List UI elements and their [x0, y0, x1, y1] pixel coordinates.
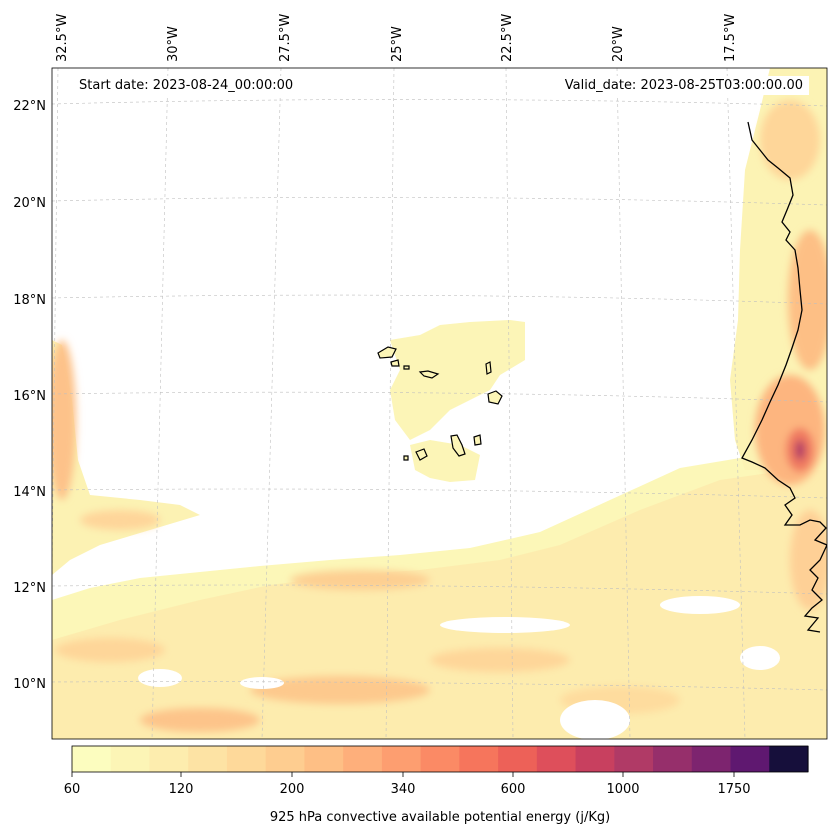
cape-south-band-inner — [52, 470, 827, 739]
map-axes — [51, 67, 828, 740]
valid-date-annotation: Valid_date: 2023-08-25T03:00:00.00 — [558, 76, 809, 95]
lat-label: 10°N — [13, 677, 46, 692]
island-brava — [403, 455, 409, 461]
cape-verde-islands — [377, 346, 503, 461]
island-santa-luzia — [403, 365, 410, 370]
colorbar-cell — [304, 746, 344, 772]
lon-label: 20°W — [611, 26, 626, 62]
island-sao-vicente — [390, 359, 400, 367]
lat-label: 18°N — [13, 293, 46, 308]
lon-label: 22.5°W — [500, 14, 515, 62]
cape-field — [52, 68, 827, 739]
map-frame — [51, 67, 828, 740]
colorbar-cell — [653, 746, 693, 772]
colorbar-tick-labels: 60 120 200 340 600 1000 1750 — [64, 782, 751, 797]
colorbar-cell — [381, 746, 422, 772]
lon-label: 25°W — [390, 26, 405, 62]
lat-label: 14°N — [13, 485, 46, 500]
colorbar-frame — [71, 745, 809, 773]
colorbar-cells — [72, 746, 809, 772]
colorbar-tick-label: 340 — [391, 782, 416, 797]
island-sal — [485, 361, 492, 375]
island-fogo — [415, 448, 428, 461]
colorbar-cell — [459, 746, 499, 772]
island-santo-antao — [377, 346, 397, 359]
island-santiago — [450, 434, 466, 457]
island-boa-vista — [487, 390, 503, 405]
latitude-labels: 22°N 20°N 18°N 16°N 14°N 12°N 10°N — [13, 99, 46, 692]
colorbar-cell — [343, 746, 383, 772]
lat-label: 22°N — [13, 99, 46, 114]
colorbar-label: 925 hPa convective available potential e… — [270, 810, 610, 825]
colorbar-cell — [614, 746, 654, 772]
island-maio — [473, 434, 482, 446]
colorbar-tick-label: 1750 — [717, 782, 750, 797]
colorbar-tick-label: 200 — [280, 782, 305, 797]
colorbar-tick-label: 120 — [169, 782, 194, 797]
coastlines — [741, 121, 827, 633]
colorbar: 60 120 200 340 600 1000 1750 925 hPa con… — [64, 745, 809, 825]
colorbar-cell — [536, 746, 577, 772]
lat-label: 16°N — [13, 389, 46, 404]
cape-islands-patch — [390, 320, 525, 440]
gridlines — [52, 68, 827, 739]
longitude-labels: 32.5°W 30°W 27.5°W 25°W 22.5°W 20°W 17.5… — [55, 14, 738, 62]
lat-label: 12°N — [13, 581, 46, 596]
colorbar-tick-label: 60 — [64, 782, 81, 797]
colorbar-cell — [149, 746, 189, 772]
start-date-annotation: Start date: 2023-08-24_00:00:00 — [73, 76, 300, 95]
island-sao-nicolau — [418, 370, 440, 379]
colorbar-cell — [226, 746, 267, 772]
colorbar-ticks — [71, 772, 735, 777]
colorbar-cell — [110, 746, 151, 772]
colorbar-cell — [730, 746, 770, 772]
lon-label: 32.5°W — [55, 14, 70, 62]
colorbar-cell — [420, 746, 460, 772]
lat-label: 20°N — [13, 196, 46, 211]
colorbar-cell — [498, 746, 538, 772]
lon-label: 27.5°W — [278, 14, 293, 62]
colorbar-cell — [691, 746, 732, 772]
colorbar-cell — [188, 746, 228, 772]
colorbar-tick-label: 600 — [501, 782, 526, 797]
cape-low-holes — [138, 596, 780, 739]
africa-coast — [741, 121, 827, 633]
colorbar-cell — [769, 746, 809, 772]
colorbar-cell — [72, 746, 112, 772]
colorbar-cell — [265, 746, 306, 772]
lon-label: 17.5°W — [723, 14, 738, 62]
colorbar-tick-label: 1000 — [606, 782, 639, 797]
cape-warm-blobs — [52, 100, 827, 732]
lon-label: 30°W — [166, 26, 181, 62]
colorbar-cell — [575, 746, 615, 772]
